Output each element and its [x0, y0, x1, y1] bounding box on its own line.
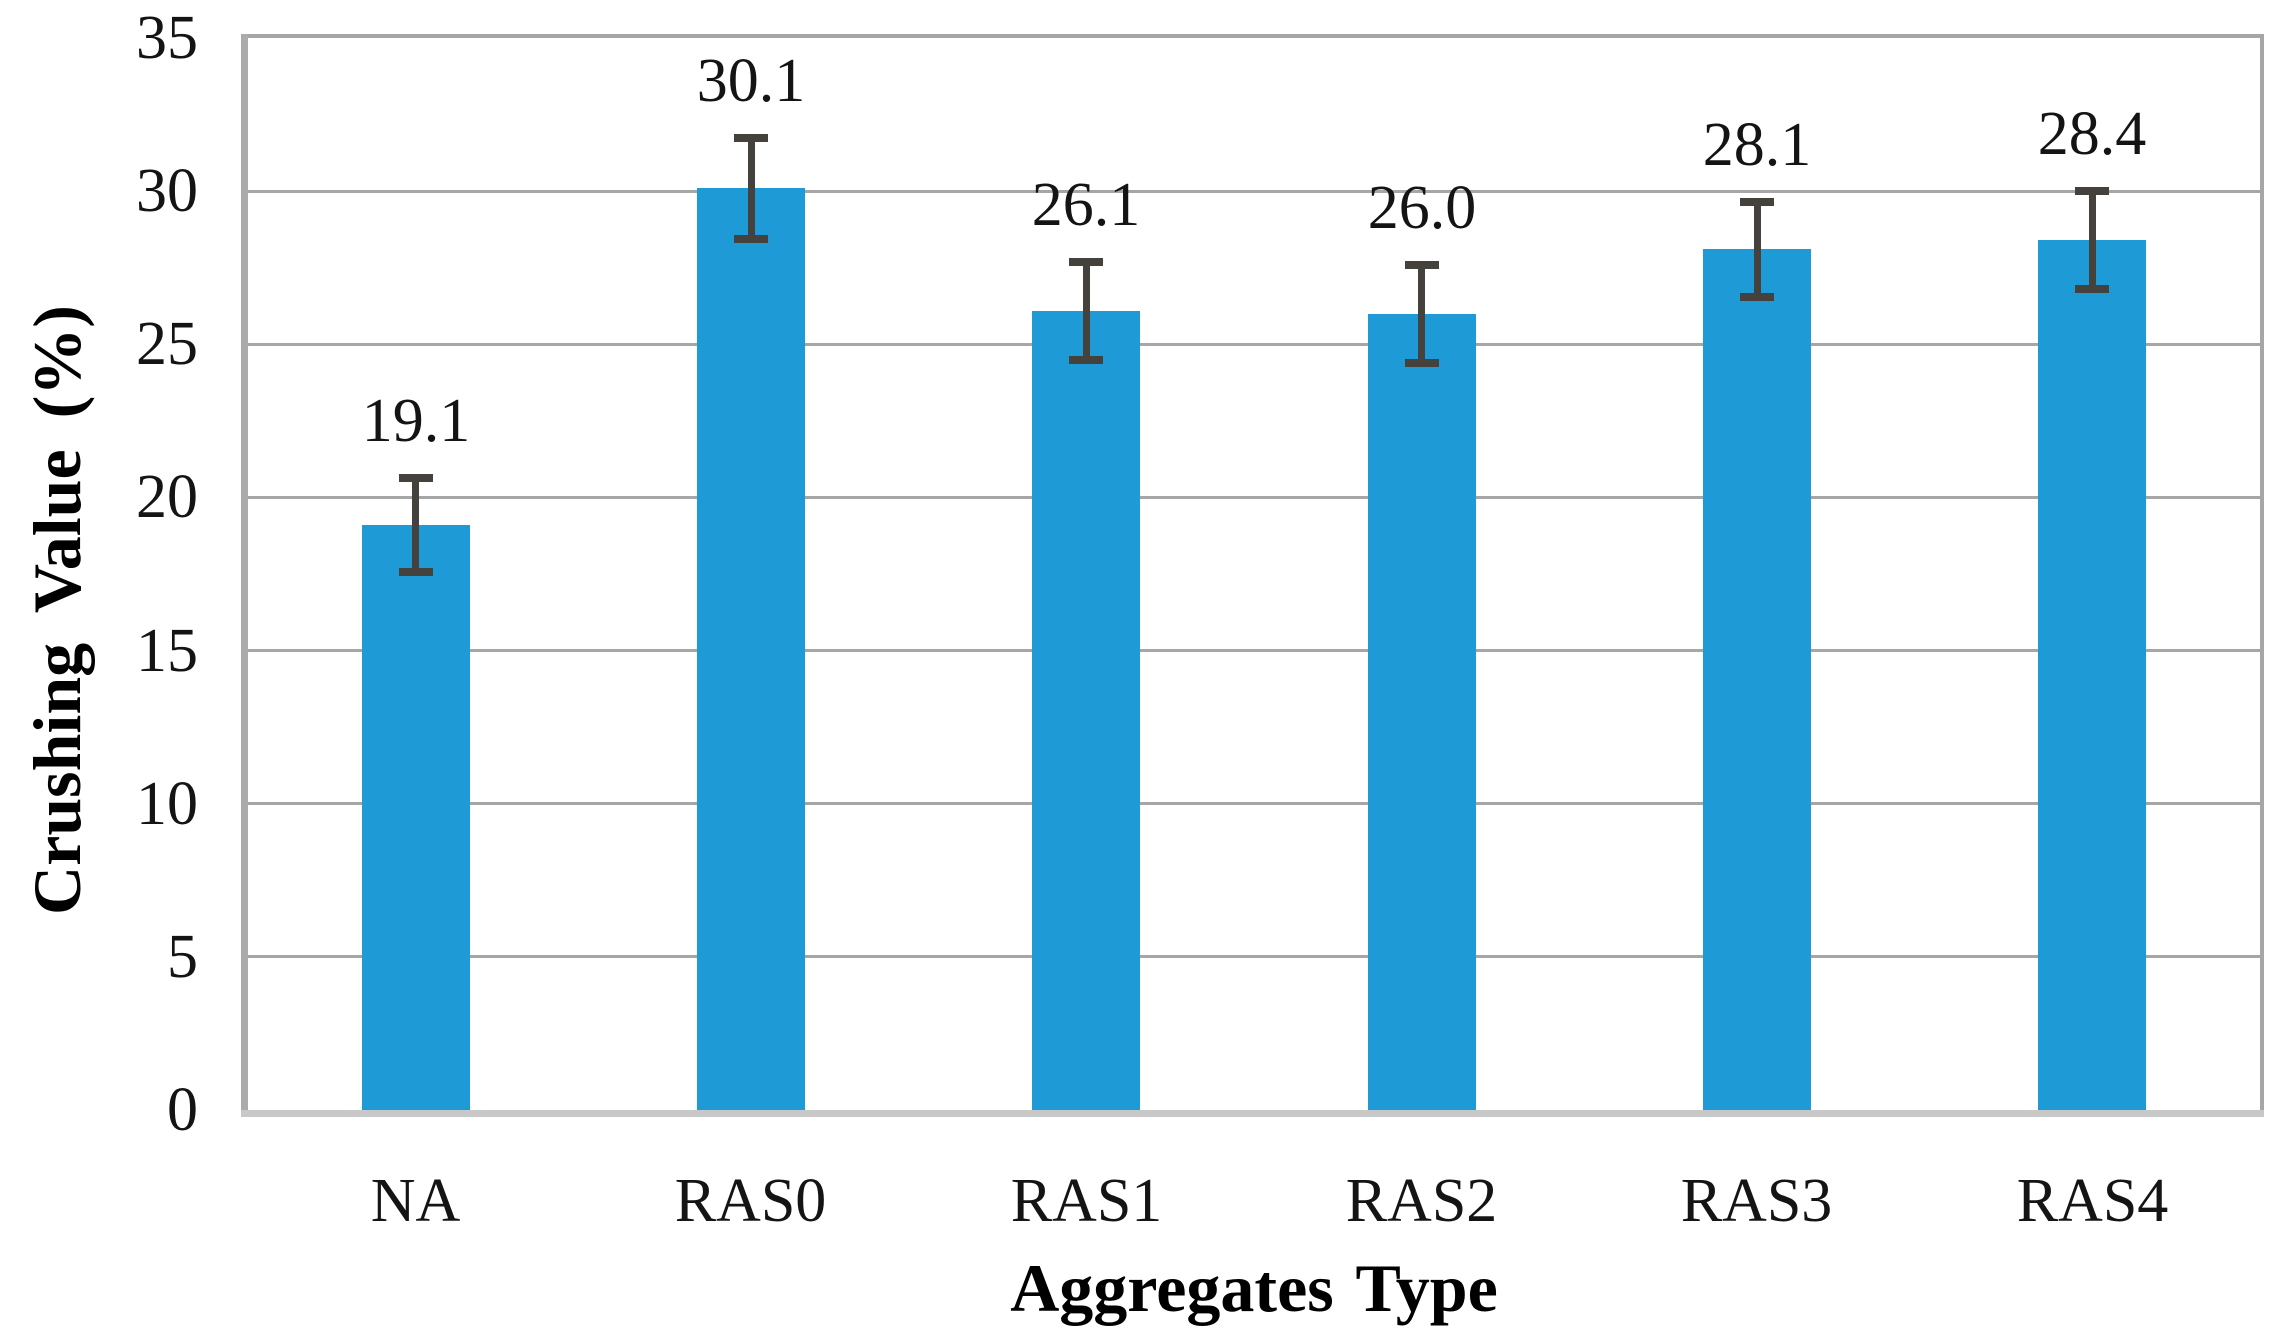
plot-frame-right	[2260, 34, 2264, 1110]
y-tick-label: 0	[167, 1076, 198, 1144]
bar	[1368, 314, 1476, 1110]
bar	[2038, 240, 2146, 1110]
x-axis-title: Aggregates Type	[1010, 1250, 1498, 1326]
x-tick-label: RAS0	[674, 1167, 827, 1235]
error-bar-cap-bottom	[399, 568, 433, 576]
y-tick-label: 10	[136, 770, 198, 838]
bar-value-label: 30.1	[696, 47, 806, 115]
y-tick-label: 5	[167, 923, 198, 991]
bar-value-label: 26.0	[1367, 174, 1477, 242]
error-bar	[1754, 202, 1761, 297]
gridline	[248, 343, 2260, 346]
x-tick-label: NA	[370, 1167, 461, 1235]
y-tick-label: 20	[136, 463, 198, 531]
error-bar	[1418, 265, 1425, 363]
error-bar	[748, 138, 755, 239]
error-bar-cap-top	[2075, 187, 2109, 195]
bar-value-label: 26.1	[1031, 171, 1141, 239]
y-tick-label: 15	[136, 617, 198, 685]
error-bar	[412, 478, 419, 573]
error-bar-cap-bottom	[2075, 285, 2109, 293]
bar-value-label: 28.1	[1702, 111, 1812, 179]
x-tick-label: RAS4	[2016, 1167, 2169, 1235]
x-tick-label: RAS3	[1680, 1167, 1833, 1235]
y-tick-label: 30	[136, 157, 198, 225]
gridline	[248, 190, 2260, 193]
error-bar-cap-bottom	[1069, 356, 1103, 364]
error-bar-cap-top	[1740, 198, 1774, 206]
bar	[1032, 311, 1140, 1110]
bar-value-label: 19.1	[361, 387, 471, 455]
error-bar	[2089, 191, 2096, 289]
y-tick-label: 35	[136, 4, 198, 72]
plot-frame-top	[241, 34, 2264, 38]
gridline	[248, 496, 2260, 499]
y-tick-label: 25	[136, 310, 198, 378]
error-bar-cap-top	[1405, 261, 1439, 269]
error-bar-cap-top	[1069, 258, 1103, 266]
bar-value-label: 28.4	[2037, 100, 2147, 168]
bar	[697, 188, 805, 1110]
error-bar-cap-top	[734, 134, 768, 142]
x-tick-label: RAS1	[1010, 1167, 1163, 1235]
gridline	[248, 649, 2260, 652]
error-bar	[1083, 262, 1090, 360]
gridline	[248, 955, 2260, 958]
error-bar-cap-bottom	[1405, 359, 1439, 367]
error-bar-cap-bottom	[734, 235, 768, 243]
x-tick-label: RAS2	[1345, 1167, 1498, 1235]
y-axis-line	[241, 34, 248, 1117]
bar	[1703, 249, 1811, 1110]
error-bar-cap-top	[399, 474, 433, 482]
bar	[362, 525, 470, 1110]
x-axis-line	[241, 1110, 2264, 1117]
gridline	[248, 802, 2260, 805]
error-bar-cap-bottom	[1740, 293, 1774, 301]
